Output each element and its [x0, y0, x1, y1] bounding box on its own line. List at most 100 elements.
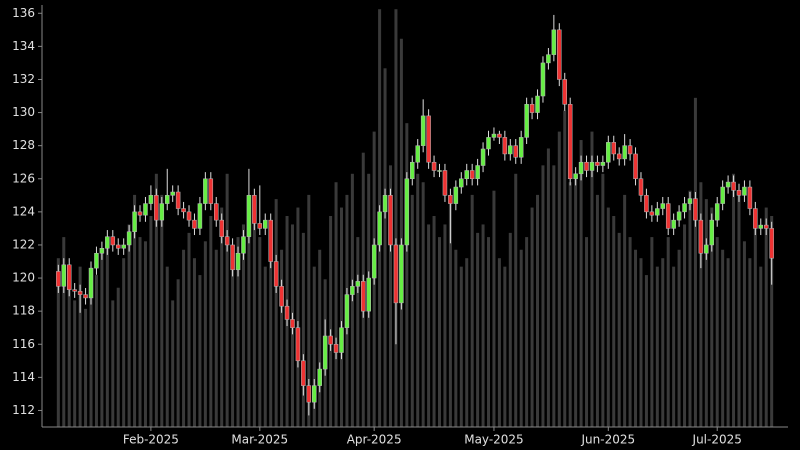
volume-bar [721, 249, 725, 427]
volume-bar [143, 241, 147, 427]
candle-body [410, 161, 415, 180]
y-tick-label: 132 [12, 72, 35, 86]
volume-bar [100, 249, 104, 427]
candle-body [611, 142, 617, 155]
volume-bar [492, 190, 496, 427]
volume-bar [438, 237, 442, 427]
candle-body [655, 208, 660, 216]
candle-body [562, 79, 567, 105]
volume-bar [138, 237, 142, 427]
volume-bar [612, 216, 616, 427]
candle-body [224, 236, 230, 246]
volume-bar [127, 224, 131, 427]
volume-bar [742, 241, 746, 427]
candle-body [99, 248, 105, 254]
candle-body [110, 236, 116, 246]
volume-bar [448, 194, 452, 427]
candle-body [551, 29, 557, 55]
volume-bar [280, 249, 284, 427]
y-tick-label: 124 [12, 204, 35, 218]
volume-bar [530, 207, 534, 427]
volume-bar [666, 237, 670, 427]
volume-bar [514, 173, 518, 427]
volume-bar [405, 123, 409, 427]
volume-bar [606, 207, 610, 427]
candle-body [513, 145, 518, 158]
volume-bar [329, 216, 333, 427]
volume-bar [519, 249, 523, 427]
volume-bar [459, 266, 463, 427]
volume-bar [465, 258, 469, 427]
volume-bar [301, 232, 305, 427]
candle-body [742, 186, 747, 196]
y-tick-label: 116 [12, 337, 35, 351]
volume-bar [105, 237, 109, 427]
y-tick-label: 112 [12, 403, 35, 417]
volume-bar [94, 275, 98, 427]
volume-bar [209, 216, 213, 427]
volume-bar [595, 194, 599, 427]
candle-body [388, 195, 393, 246]
volume-bar [318, 249, 322, 427]
volume-bar [748, 258, 752, 427]
volume-bar [388, 165, 392, 428]
candle-body [720, 186, 725, 204]
candle-body [164, 195, 170, 204]
candle-body [676, 211, 682, 221]
volume-bar [231, 258, 235, 427]
volume-bar [192, 258, 196, 427]
volume-bar [149, 216, 153, 427]
candle-body [665, 203, 671, 229]
candle-body [230, 244, 235, 271]
candle-body [72, 289, 77, 292]
volume-bar [732, 173, 736, 427]
axes-layer: 112 114 116 118 120 122 124 126 128 130 132 134 136 F… [12, 5, 788, 447]
candle-body [333, 344, 339, 353]
candle-body [573, 173, 578, 180]
candle-body [366, 277, 371, 312]
candle-body [399, 244, 404, 304]
volume-bar [481, 224, 485, 427]
candle-body [295, 327, 301, 362]
volume-bar [399, 38, 403, 427]
volume-bar [339, 207, 343, 427]
volume-bar [454, 249, 458, 427]
candle-body [535, 95, 540, 113]
candle-body [600, 161, 606, 166]
y-tick-label: 136 [12, 6, 35, 20]
candle-body [208, 178, 214, 204]
candle-body [339, 327, 344, 353]
candle-body [175, 191, 181, 209]
y-tick-label: 128 [12, 138, 35, 152]
candle-body [731, 181, 736, 191]
candle-body [344, 294, 350, 328]
volume-bar [536, 194, 540, 427]
volume-bar [116, 287, 120, 427]
candle-body [132, 211, 137, 232]
candle-body [186, 211, 192, 221]
candle-body [567, 104, 573, 180]
x-tick-label: Jul-2025 [692, 433, 742, 447]
candle-body [437, 170, 442, 172]
volume-bar [552, 165, 556, 428]
volume-bar [236, 237, 240, 427]
candle-body [181, 208, 186, 213]
volume-bar [225, 173, 229, 427]
volume-bar [89, 291, 93, 427]
y-tick-label: 130 [12, 105, 35, 119]
volume-bar [574, 173, 578, 427]
y-tick-label: 114 [12, 370, 35, 384]
candle-body [491, 133, 497, 138]
candle-body [170, 191, 175, 196]
candle-body [616, 153, 622, 160]
volume-bar [263, 266, 267, 427]
volume-bar [187, 232, 191, 427]
volume-bar [753, 224, 757, 427]
candle-body [595, 161, 600, 166]
volume-bar [56, 258, 60, 427]
volume-bar [160, 194, 164, 427]
volume-bar [220, 207, 224, 427]
candle-body [213, 203, 219, 221]
y-tick-label: 120 [12, 271, 35, 285]
